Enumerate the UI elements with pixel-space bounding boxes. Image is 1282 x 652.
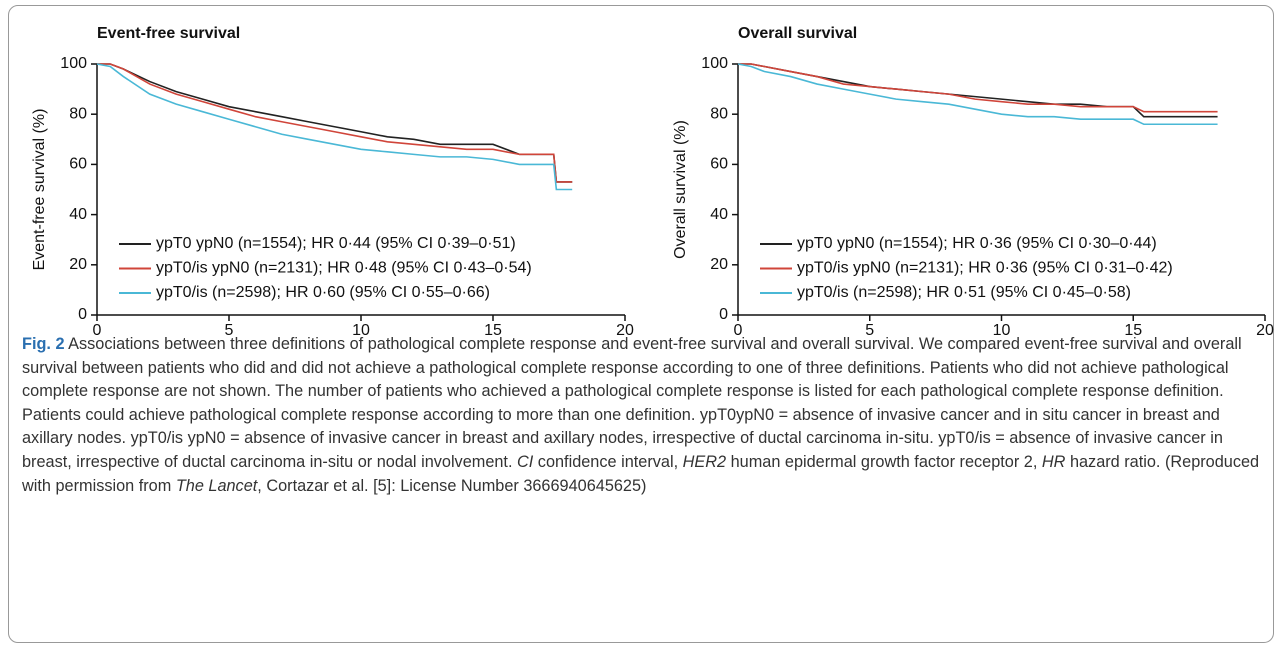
caption-text: human epidermal growth factor receptor 2… bbox=[726, 452, 1042, 471]
x-tick-label: 5 bbox=[865, 322, 874, 335]
x-tick-label: 20 bbox=[1256, 322, 1274, 335]
y-tick-label: 0 bbox=[78, 306, 87, 323]
legend-label: ypT0/is (n=2598); HR 0·51 (95% CI 0·45–0… bbox=[797, 284, 1131, 301]
y-tick-label: 80 bbox=[710, 105, 728, 122]
caption: Fig. 2 Associations between three defini… bbox=[22, 333, 1267, 498]
caption-text: Fig. 2 bbox=[22, 335, 65, 353]
legend-label: ypT0/is (n=2598); HR 0·60 (95% CI 0·55–0… bbox=[156, 284, 490, 301]
caption-text: , Cortazar et al. [5]: License Number 36… bbox=[257, 476, 647, 495]
survival-line bbox=[738, 63, 1218, 113]
caption-text: HR bbox=[1041, 452, 1066, 471]
survival-line bbox=[737, 63, 1218, 126]
chart-title: Event-free survival bbox=[97, 25, 240, 42]
y-tick-label: 100 bbox=[701, 55, 728, 72]
caption-text: HER2 bbox=[682, 452, 727, 471]
x-tick-label: 15 bbox=[484, 322, 502, 335]
caption-text: The Lancet bbox=[175, 476, 258, 495]
survival-line bbox=[96, 63, 573, 191]
y-tick-label: 60 bbox=[69, 156, 87, 173]
y-tick-label: 80 bbox=[69, 105, 87, 122]
y-axis-label: Overall survival (%) bbox=[672, 120, 689, 259]
x-tick-label: 0 bbox=[734, 322, 743, 335]
x-tick-label: 20 bbox=[616, 322, 634, 335]
survival-line bbox=[97, 63, 573, 183]
y-tick-label: 100 bbox=[60, 55, 87, 72]
caption-text: CI bbox=[517, 452, 534, 471]
caption-text: hazard ratio. (Reproduced with permissio… bbox=[22, 452, 1264, 495]
x-tick-label: 0 bbox=[93, 322, 102, 335]
x-tick-label: 10 bbox=[352, 322, 370, 335]
figure-frame bbox=[8, 5, 1274, 643]
charts: Event-free survival02040608010005101520T… bbox=[31, 25, 1274, 335]
y-tick-label: 20 bbox=[710, 256, 728, 273]
survival-line bbox=[97, 63, 573, 183]
legend-label: ypT0 ypN0 (n=1554); HR 0·44 (95% CI 0·39… bbox=[156, 235, 516, 252]
caption-text: confidence interval, bbox=[533, 452, 683, 471]
y-axis-label: Event-free survival (%) bbox=[31, 109, 48, 271]
y-tick-label: 0 bbox=[719, 306, 728, 323]
legend-label: ypT0 ypN0 (n=1554); HR 0·36 (95% CI 0·30… bbox=[797, 235, 1157, 252]
x-tick-label: 15 bbox=[1124, 322, 1142, 335]
y-tick-label: 40 bbox=[710, 206, 728, 223]
chart-title: Overall survival bbox=[738, 25, 857, 42]
caption-text: Associations between three definitions o… bbox=[22, 335, 1247, 471]
y-tick-label: 60 bbox=[710, 156, 728, 173]
x-tick-label: 10 bbox=[993, 322, 1011, 335]
survival-line bbox=[738, 63, 1218, 118]
y-tick-label: 40 bbox=[69, 206, 87, 223]
x-tick-label: 5 bbox=[225, 322, 234, 335]
y-tick-label: 20 bbox=[69, 256, 87, 273]
legend-label: ypT0/is ypN0 (n=2131); HR 0·48 (95% CI 0… bbox=[156, 260, 532, 277]
legend-label: ypT0/is ypN0 (n=2131); HR 0·36 (95% CI 0… bbox=[797, 260, 1173, 277]
